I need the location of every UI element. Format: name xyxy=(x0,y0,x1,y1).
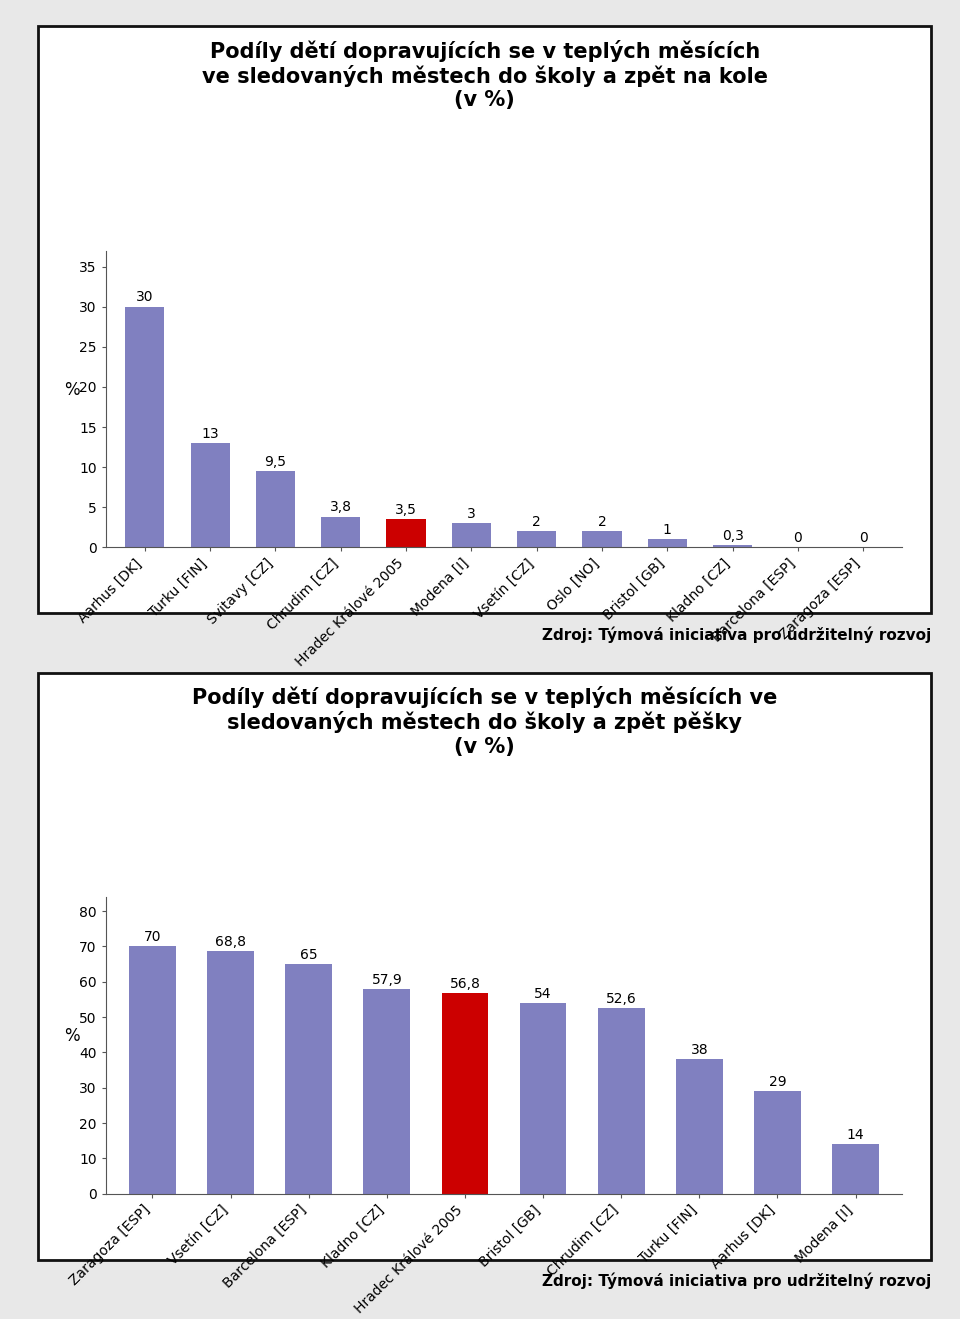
Bar xyxy=(598,1008,644,1194)
Text: 14: 14 xyxy=(847,1128,864,1142)
Text: 54: 54 xyxy=(535,987,552,1001)
Text: 68,8: 68,8 xyxy=(215,934,246,948)
Text: Podíly dětí dopravujících se v teplých měsících
ve sledovaných městech do školy : Podíly dětí dopravujících se v teplých m… xyxy=(202,40,768,111)
Bar xyxy=(517,532,556,547)
Text: 2: 2 xyxy=(597,514,607,529)
Bar xyxy=(832,1145,879,1194)
Bar xyxy=(754,1091,801,1194)
Bar xyxy=(583,532,621,547)
Bar xyxy=(519,1002,566,1194)
Bar xyxy=(125,307,164,547)
Bar xyxy=(255,471,295,547)
Text: Podíly dětí dopravujících se v teplých měsících ve
sledovaných městech do školy : Podíly dětí dopravujících se v teplých m… xyxy=(192,686,778,757)
Text: 2: 2 xyxy=(532,514,541,529)
Text: 65: 65 xyxy=(300,948,318,962)
Text: 13: 13 xyxy=(202,427,219,441)
Text: 3,8: 3,8 xyxy=(329,500,351,514)
Bar xyxy=(648,539,686,547)
Text: 3,5: 3,5 xyxy=(396,503,417,517)
Text: Zdroj: Týmová iniciativa pro udržitelný rozvoj: Zdroj: Týmová iniciativa pro udržitelný … xyxy=(542,627,931,644)
Text: Zdroj: Týmová iniciativa pro udržitelný rozvoj: Zdroj: Týmová iniciativa pro udržitelný … xyxy=(542,1273,931,1290)
Bar xyxy=(322,517,360,547)
Bar xyxy=(285,964,332,1194)
Bar xyxy=(207,951,254,1194)
Y-axis label: %: % xyxy=(64,1028,80,1045)
Text: 38: 38 xyxy=(690,1043,708,1058)
Y-axis label: %: % xyxy=(64,381,80,398)
Text: 56,8: 56,8 xyxy=(449,977,480,991)
Text: 0: 0 xyxy=(794,532,803,545)
Bar xyxy=(387,520,425,547)
Bar xyxy=(190,443,229,547)
Text: 70: 70 xyxy=(144,930,161,944)
Text: 0: 0 xyxy=(859,532,868,545)
Bar xyxy=(129,947,176,1194)
Bar xyxy=(452,524,491,547)
Text: 0,3: 0,3 xyxy=(722,529,744,542)
Text: 52,6: 52,6 xyxy=(606,992,636,1005)
Text: 30: 30 xyxy=(136,290,154,305)
Text: 57,9: 57,9 xyxy=(372,973,402,987)
Text: 29: 29 xyxy=(769,1075,786,1089)
Bar xyxy=(713,545,753,547)
Bar xyxy=(442,993,489,1194)
Bar xyxy=(364,989,410,1194)
Bar xyxy=(676,1059,723,1194)
Text: 3: 3 xyxy=(467,506,476,521)
Text: 9,5: 9,5 xyxy=(264,455,286,468)
Text: 1: 1 xyxy=(662,522,672,537)
